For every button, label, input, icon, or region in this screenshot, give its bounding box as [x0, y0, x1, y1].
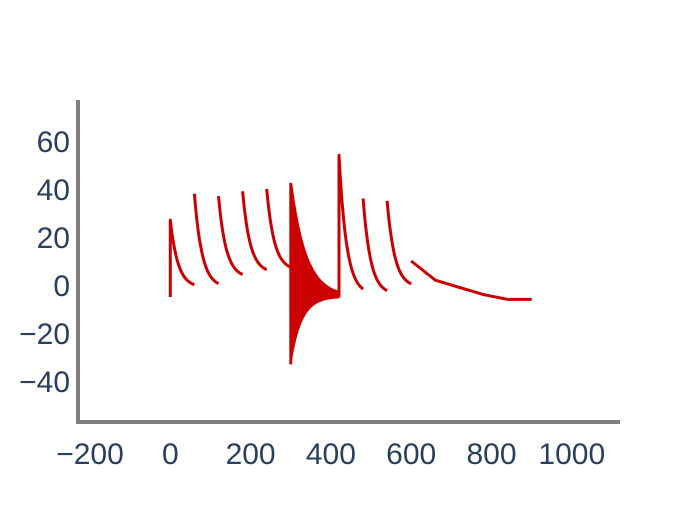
- x-tick-label: 1000: [538, 438, 605, 471]
- series-line-segment: [194, 194, 218, 284]
- y-tick-label: 20: [37, 222, 70, 255]
- x-tick-label: 0: [162, 438, 179, 471]
- series-tail-line: [411, 261, 532, 299]
- spike-group: [363, 199, 387, 291]
- x-tick-label: 800: [466, 438, 516, 471]
- spike-group: [291, 184, 339, 364]
- series-line-segment: [267, 189, 291, 267]
- x-tick-label: 400: [306, 438, 356, 471]
- x-tick-label: 600: [386, 438, 436, 471]
- y-tick-label: 40: [37, 174, 70, 207]
- spike-group: [243, 191, 267, 269]
- x-tick-label: −200: [56, 438, 124, 471]
- spike-group: [194, 194, 218, 284]
- y-tick-label: 0: [53, 270, 70, 303]
- y-tick-label: 60: [37, 126, 70, 159]
- y-axis-ticks: −40 −20 0 20 40 60: [19, 126, 70, 399]
- spike-group: [339, 155, 363, 297]
- series-line-segment: [219, 196, 243, 274]
- plot-area: [170, 155, 532, 364]
- x-axis-ticks: −200 0 200 400 600 800 1000: [56, 438, 605, 471]
- series-line-segment: [387, 201, 411, 284]
- series-oscillation-band: [291, 184, 339, 364]
- series-line-segment: [363, 199, 387, 291]
- spike-group: [387, 201, 411, 284]
- series-line-segment: [339, 155, 363, 297]
- spike-group: [219, 196, 243, 274]
- series-line-segment: [243, 191, 267, 269]
- series-line-segment: [170, 220, 194, 297]
- spike-group: [170, 220, 194, 297]
- spike-group: [267, 189, 291, 267]
- x-tick-label: 200: [226, 438, 276, 471]
- y-tick-label: −40: [19, 366, 70, 399]
- y-tick-label: −20: [19, 318, 70, 351]
